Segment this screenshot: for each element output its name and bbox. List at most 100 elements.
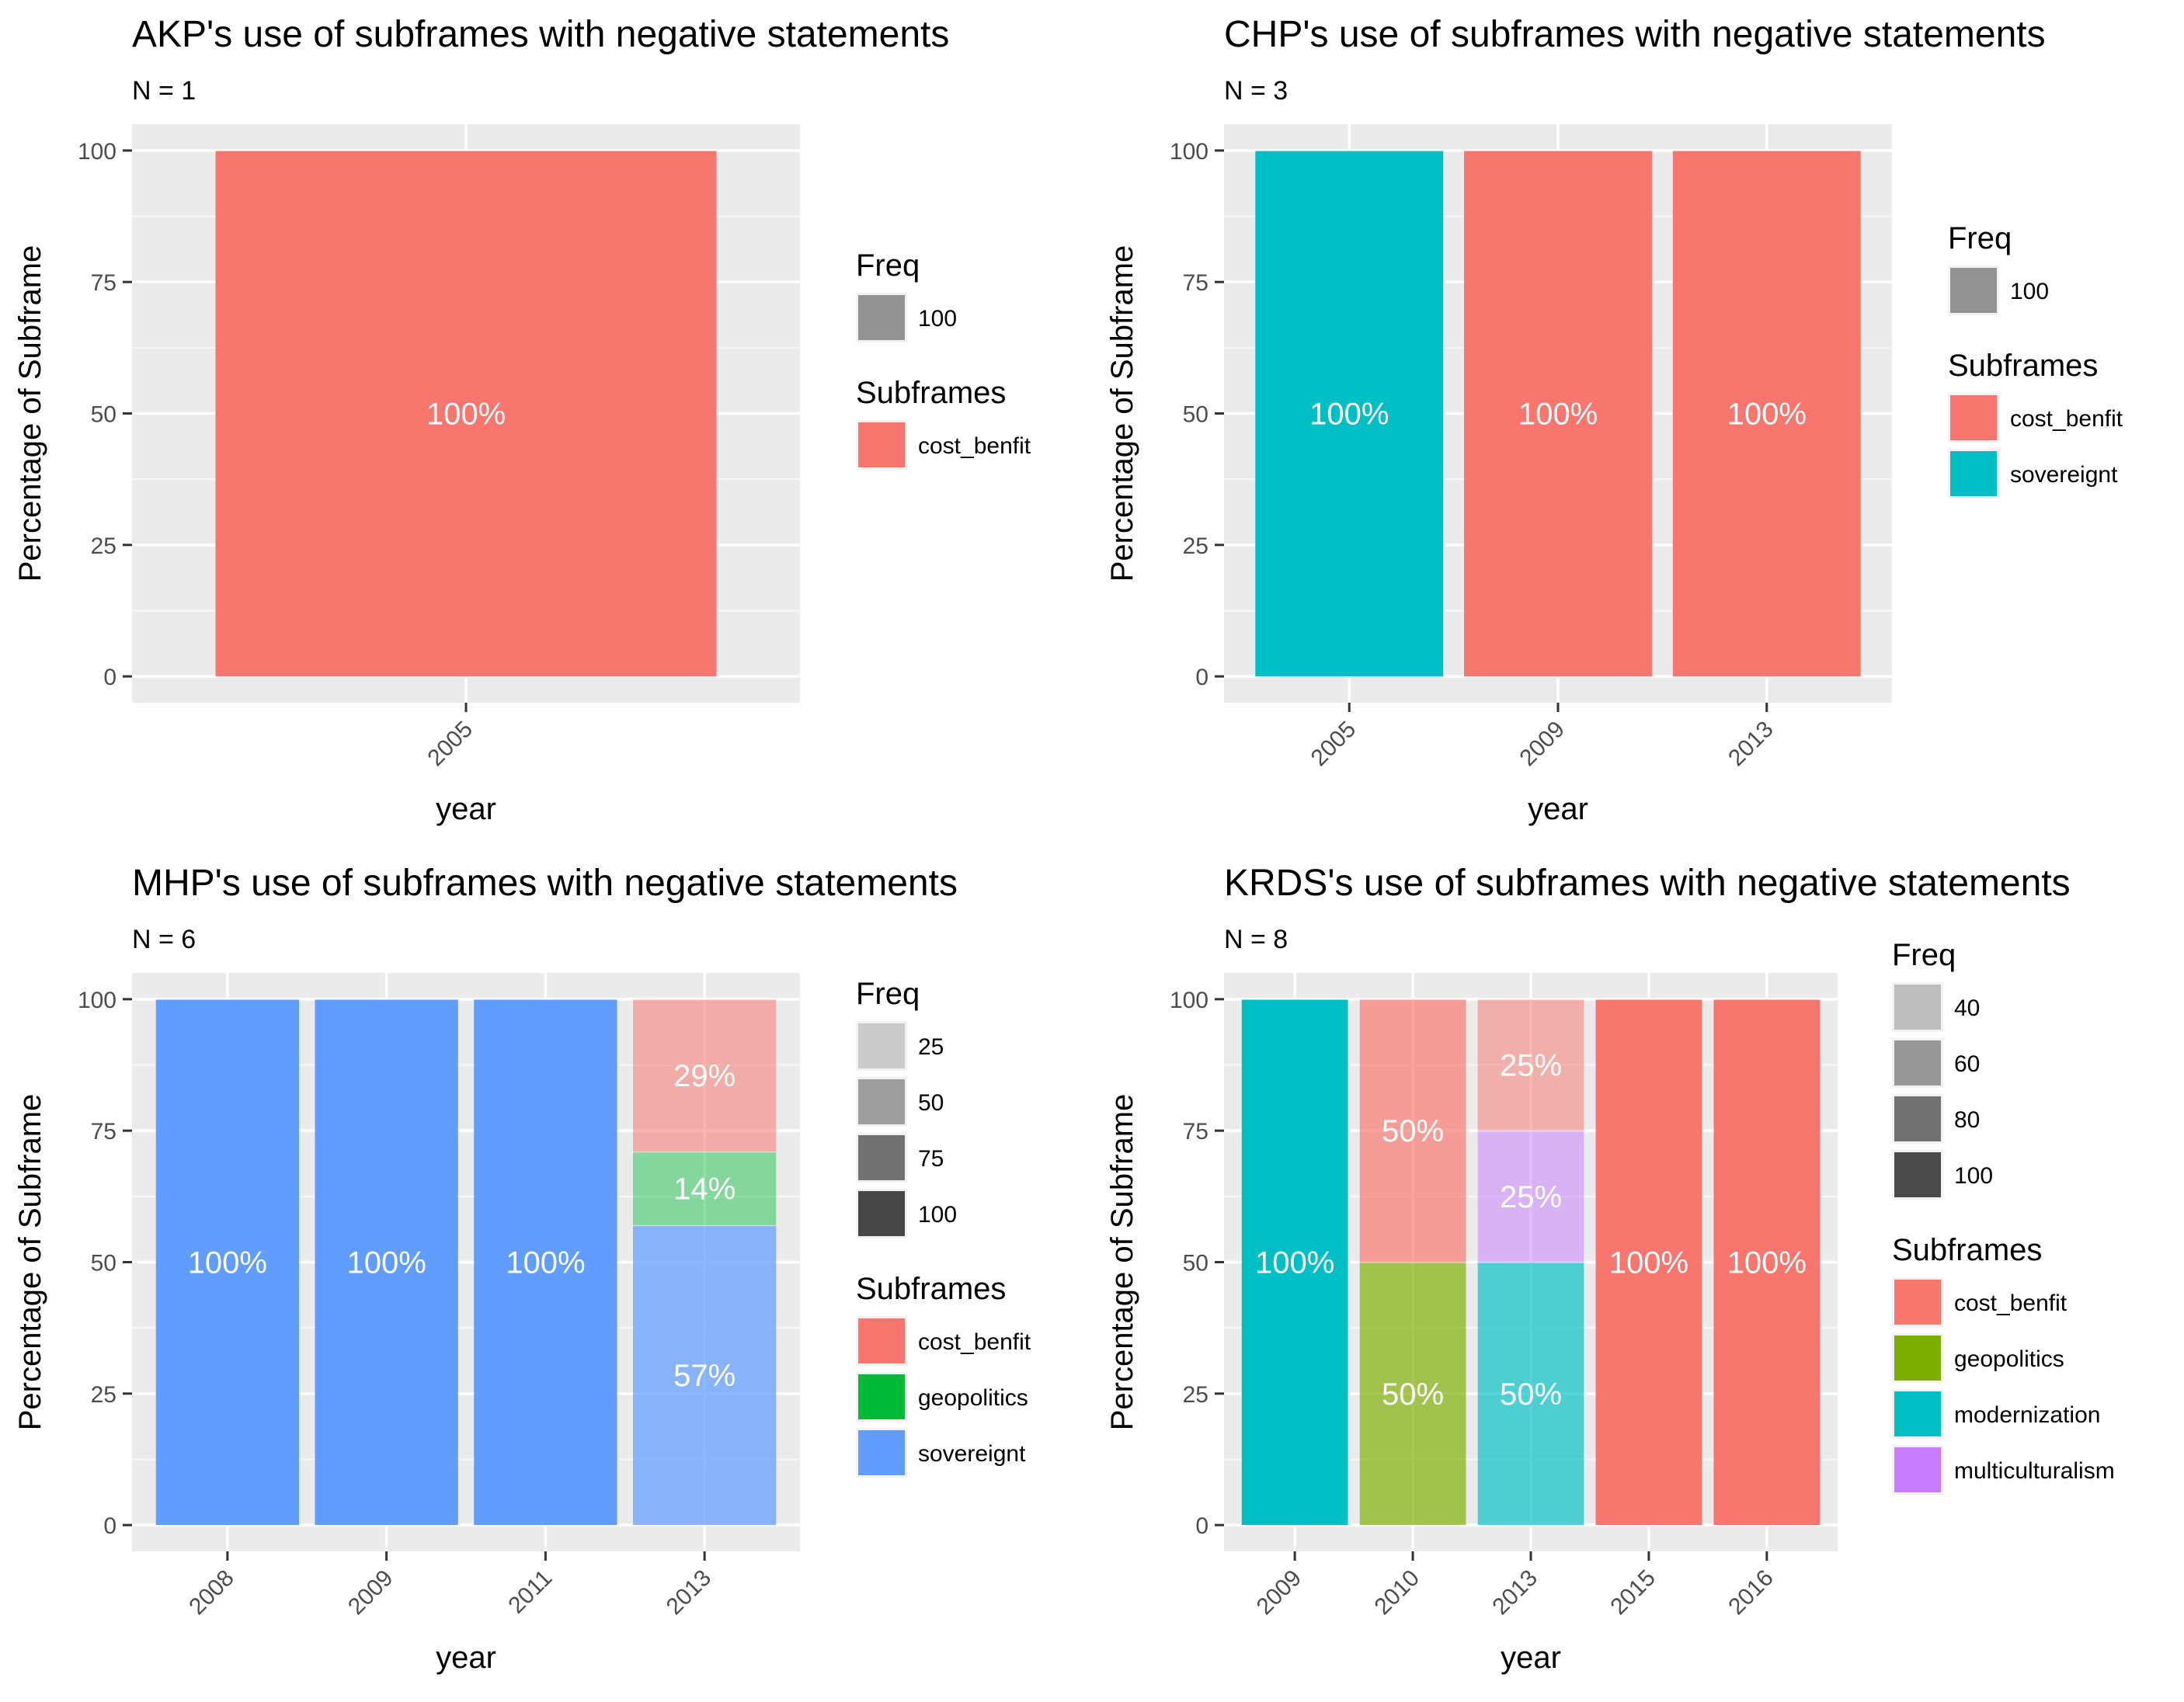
legend-key-swatch: [858, 1374, 905, 1419]
legend-freq: Freq 100: [1948, 221, 2049, 315]
bar: [155, 999, 299, 1526]
bar: [1359, 999, 1466, 1263]
bar: [1672, 150, 1861, 677]
bar: [633, 1225, 777, 1526]
legend-title: Subframes: [1892, 1233, 2042, 1267]
legend-title: Freq: [1948, 221, 2012, 255]
bar: [1255, 150, 1444, 677]
legend-entry-label: cost_benfit: [2010, 406, 2123, 432]
y-tick-label: 0: [1195, 1513, 1209, 1539]
legend-key-swatch: [1950, 268, 1997, 313]
legend-key-swatch: [858, 1191, 905, 1236]
legend-title: Freq: [856, 977, 920, 1011]
y-tick-label: 100: [1170, 139, 1209, 165]
y-tick-label: 100: [78, 139, 117, 165]
legend-key-swatch: [1894, 985, 1941, 1030]
legend-key-swatch: [1894, 1336, 1941, 1381]
chart-title: KRDS's use of subframes with negative st…: [1224, 863, 2071, 904]
legend-freq: Freq 25 50 75 100: [856, 977, 957, 1238]
x-tick-label: 2008: [184, 1565, 239, 1620]
legend-key-swatch: [858, 1023, 905, 1068]
bar: [1477, 999, 1584, 1131]
legend-subframes: Subframes cost_benfit geopolitics sovereign…: [856, 1272, 1031, 1478]
y-tick-label: 75: [91, 270, 117, 296]
bar: [315, 999, 458, 1526]
y-tick-label: 25: [91, 533, 117, 559]
x-tick-label: 2013: [1723, 717, 1779, 772]
x-tick-label: 2010: [1369, 1565, 1424, 1620]
chart-1: AKP's use of subframes with negative sta…: [13, 14, 1031, 826]
bar: [633, 1151, 777, 1226]
y-tick-label: 75: [1183, 1119, 1209, 1145]
legend-entry-label: 25: [918, 1034, 944, 1060]
data-label: 57%: [673, 1359, 736, 1393]
x-tick-label: 2013: [1487, 1565, 1542, 1620]
y-tick-label: 0: [103, 1513, 117, 1539]
y-tick-label: 100: [1170, 988, 1209, 1013]
x-axis-title: year: [1501, 1641, 1561, 1675]
chart-subtitle: N = 3: [1224, 76, 1288, 106]
bar: [215, 150, 717, 677]
legend-title: Subframes: [1948, 349, 2098, 383]
x-tick-label: 2005: [423, 717, 478, 772]
y-tick-label: 75: [1183, 270, 1209, 296]
x-tick-label: 2016: [1723, 1565, 1779, 1620]
bar: [1241, 999, 1348, 1526]
bar: [1595, 999, 1702, 1526]
x-tick-label: 2013: [662, 1565, 717, 1620]
legend-freq: Freq 100: [856, 248, 957, 342]
legend-key-swatch: [858, 295, 905, 340]
legend-entry-label: geopolitics: [1954, 1346, 2064, 1372]
legend-key-swatch: [858, 1318, 905, 1363]
legend-key-swatch: [1894, 1096, 1941, 1141]
chart-3: MHP's use of subframes with negative sta…: [13, 863, 1031, 1675]
y-axis-title: Percentage of Subframe: [1105, 1094, 1139, 1431]
bar: [1464, 150, 1652, 677]
data-label: 100%: [506, 1246, 585, 1280]
y-tick-label: 50: [1183, 1251, 1209, 1276]
legend-entry-label: multiculturalism: [1954, 1458, 2115, 1484]
legend-subframes: Subframes cost_benfit: [856, 376, 1031, 470]
data-label: 100%: [1255, 1246, 1334, 1280]
data-label: 100%: [1727, 398, 1807, 432]
x-axis-title: year: [436, 792, 496, 826]
data-label: 50%: [1382, 1114, 1444, 1148]
y-tick-label: 0: [103, 665, 117, 690]
legend-entry-label: modernization: [1954, 1402, 2100, 1428]
y-tick-label: 25: [1183, 533, 1209, 559]
chart-subtitle: N = 6: [132, 925, 196, 954]
legend-entry-label: sovereignt: [2010, 462, 2118, 488]
legend-entry-label: 50: [918, 1090, 944, 1116]
legend-key-swatch: [858, 1079, 905, 1124]
legend-key-swatch: [1894, 1280, 1941, 1325]
legend-key-swatch: [1894, 1391, 1941, 1436]
chart-title: MHP's use of subframes with negative sta…: [132, 863, 958, 904]
chart-subtitle: N = 1: [132, 76, 196, 106]
legend-key-swatch: [1950, 395, 1997, 440]
chart-4: KRDS's use of subframes with negative st…: [1105, 863, 2115, 1675]
legend-entry-label: cost_benfit: [918, 1329, 1031, 1355]
data-label: 100%: [1727, 1246, 1807, 1280]
data-label: 100%: [1309, 398, 1389, 432]
bar: [1477, 1131, 1584, 1263]
chart-2: CHP's use of subframes with negative sta…: [1105, 14, 2123, 826]
legend-entry-label: 60: [1954, 1051, 1980, 1077]
data-label: 100%: [188, 1246, 267, 1280]
legend-title: Freq: [1892, 938, 1956, 972]
legend-entry-label: 80: [1954, 1107, 1980, 1133]
legend-key-swatch: [858, 1430, 905, 1475]
chart-title: AKP's use of subframes with negative sta…: [132, 14, 949, 55]
data-label: 14%: [673, 1172, 736, 1207]
y-tick-label: 25: [91, 1382, 117, 1408]
x-tick-label: 2009: [1515, 717, 1570, 772]
x-axis-title: year: [1528, 792, 1588, 826]
y-axis-title: Percentage of Subframe: [13, 1094, 47, 1431]
legend-subframes: Subframes cost_benfit sovereignt: [1948, 349, 2123, 498]
data-label: 100%: [346, 1246, 426, 1280]
y-tick-label: 0: [1195, 665, 1209, 690]
data-label: 25%: [1500, 1180, 1562, 1214]
data-label: 50%: [1382, 1377, 1444, 1412]
legend-key-swatch: [858, 422, 905, 467]
